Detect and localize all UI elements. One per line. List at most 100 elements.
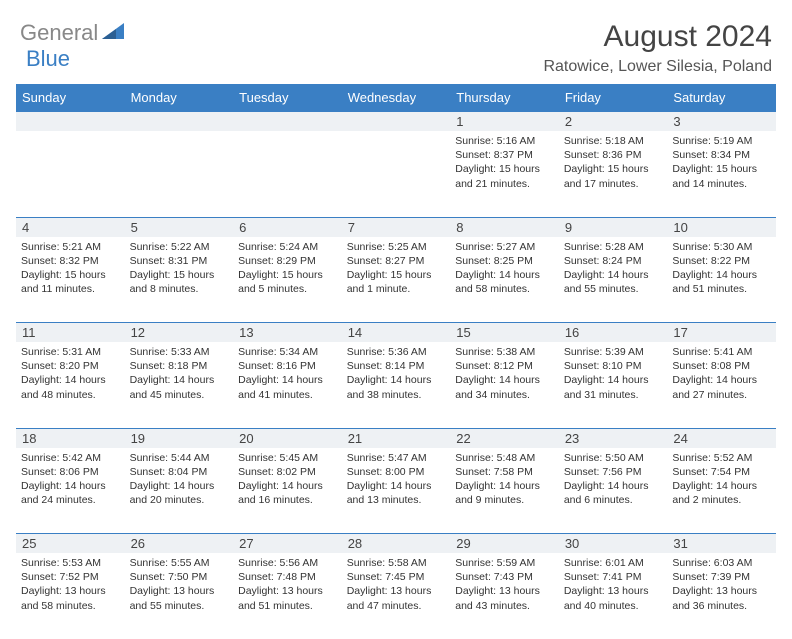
day-cell: Sunrise: 5:34 AMSunset: 8:16 PMDaylight:…: [233, 342, 342, 428]
sunrise-text: Sunrise: 5:22 AM: [130, 240, 229, 254]
daylight-text: Daylight: 13 hours and 43 minutes.: [455, 584, 554, 612]
day-cell: Sunrise: 5:45 AMSunset: 8:02 PMDaylight:…: [233, 448, 342, 534]
daylight-text: Daylight: 14 hours and 31 minutes.: [564, 373, 663, 401]
day-cell: Sunrise: 5:30 AMSunset: 8:22 PMDaylight:…: [667, 237, 776, 323]
day-number: 11: [16, 323, 125, 343]
day-detail: Sunrise: 5:47 AMSunset: 8:00 PMDaylight:…: [347, 451, 446, 508]
day-detail: Sunrise: 5:58 AMSunset: 7:45 PMDaylight:…: [347, 556, 446, 613]
day-number: 27: [233, 534, 342, 554]
day-detail: Sunrise: 5:25 AMSunset: 8:27 PMDaylight:…: [347, 240, 446, 297]
daylight-text: Daylight: 13 hours and 58 minutes.: [21, 584, 120, 612]
sunrise-text: Sunrise: 5:53 AM: [21, 556, 120, 570]
day-number: 20: [233, 428, 342, 448]
sunset-text: Sunset: 8:10 PM: [564, 359, 663, 373]
sunrise-text: Sunrise: 5:59 AM: [455, 556, 554, 570]
sunrise-text: Sunrise: 5:39 AM: [564, 345, 663, 359]
day-cell: Sunrise: 5:36 AMSunset: 8:14 PMDaylight:…: [342, 342, 451, 428]
sunset-text: Sunset: 8:37 PM: [455, 148, 554, 162]
sunset-text: Sunset: 7:50 PM: [130, 570, 229, 584]
sunset-text: Sunset: 8:31 PM: [130, 254, 229, 268]
day-detail: Sunrise: 5:42 AMSunset: 8:06 PMDaylight:…: [21, 451, 120, 508]
day-detail: Sunrise: 5:48 AMSunset: 7:58 PMDaylight:…: [455, 451, 554, 508]
day-number: 15: [450, 323, 559, 343]
day-number: 2: [559, 112, 668, 132]
sunrise-text: Sunrise: 5:33 AM: [130, 345, 229, 359]
daylight-text: Daylight: 13 hours and 40 minutes.: [564, 584, 663, 612]
sunrise-text: Sunrise: 5:58 AM: [347, 556, 446, 570]
daylight-text: Daylight: 15 hours and 8 minutes.: [130, 268, 229, 296]
sunset-text: Sunset: 8:08 PM: [672, 359, 771, 373]
day-detail: Sunrise: 5:18 AMSunset: 8:36 PMDaylight:…: [564, 134, 663, 191]
day-number: 23: [559, 428, 668, 448]
sunset-text: Sunset: 7:39 PM: [672, 570, 771, 584]
day-number: 18: [16, 428, 125, 448]
daylight-text: Daylight: 14 hours and 38 minutes.: [347, 373, 446, 401]
sunset-text: Sunset: 7:48 PM: [238, 570, 337, 584]
sunrise-text: Sunrise: 5:44 AM: [130, 451, 229, 465]
daylight-text: Daylight: 13 hours and 47 minutes.: [347, 584, 446, 612]
logo-text-general: General: [20, 20, 98, 46]
day-detail: Sunrise: 5:31 AMSunset: 8:20 PMDaylight:…: [21, 345, 120, 402]
day-cell: [233, 131, 342, 217]
month-title: August 2024: [543, 20, 772, 54]
day-detail: Sunrise: 5:38 AMSunset: 8:12 PMDaylight:…: [455, 345, 554, 402]
calendar-table: Sunday Monday Tuesday Wednesday Thursday…: [16, 84, 776, 639]
sunset-text: Sunset: 7:52 PM: [21, 570, 120, 584]
day-cell: Sunrise: 6:03 AMSunset: 7:39 PMDaylight:…: [667, 553, 776, 639]
sunrise-text: Sunrise: 5:52 AM: [672, 451, 771, 465]
day-number: 10: [667, 217, 776, 237]
sunrise-text: Sunrise: 5:48 AM: [455, 451, 554, 465]
daylight-text: Daylight: 15 hours and 5 minutes.: [238, 268, 337, 296]
day-number: 8: [450, 217, 559, 237]
day-detail: Sunrise: 6:01 AMSunset: 7:41 PMDaylight:…: [564, 556, 663, 613]
day-cell: Sunrise: 5:56 AMSunset: 7:48 PMDaylight:…: [233, 553, 342, 639]
day-cell: Sunrise: 5:19 AMSunset: 8:34 PMDaylight:…: [667, 131, 776, 217]
day-cell: Sunrise: 5:42 AMSunset: 8:06 PMDaylight:…: [16, 448, 125, 534]
day-number: 17: [667, 323, 776, 343]
sunrise-text: Sunrise: 5:41 AM: [672, 345, 771, 359]
sunrise-text: Sunrise: 5:45 AM: [238, 451, 337, 465]
location-text: Ratowice, Lower Silesia, Poland: [543, 58, 772, 76]
day-number: 7: [342, 217, 451, 237]
day-number: 14: [342, 323, 451, 343]
dayhead-sat: Saturday: [667, 84, 776, 112]
daylight-text: Daylight: 14 hours and 45 minutes.: [130, 373, 229, 401]
sunset-text: Sunset: 7:45 PM: [347, 570, 446, 584]
day-cell: Sunrise: 5:16 AMSunset: 8:37 PMDaylight:…: [450, 131, 559, 217]
sunset-text: Sunset: 7:41 PM: [564, 570, 663, 584]
sunset-text: Sunset: 8:22 PM: [672, 254, 771, 268]
day-detail: Sunrise: 5:44 AMSunset: 8:04 PMDaylight:…: [130, 451, 229, 508]
logo-triangle-icon: [102, 23, 124, 44]
day-header-row: Sunday Monday Tuesday Wednesday Thursday…: [16, 84, 776, 112]
header: General August 2024 Ratowice, Lower Sile…: [0, 0, 792, 84]
day-cell: Sunrise: 5:39 AMSunset: 8:10 PMDaylight:…: [559, 342, 668, 428]
daylight-text: Daylight: 13 hours and 51 minutes.: [238, 584, 337, 612]
day-cell: Sunrise: 6:01 AMSunset: 7:41 PMDaylight:…: [559, 553, 668, 639]
sunset-text: Sunset: 8:29 PM: [238, 254, 337, 268]
day-cell: Sunrise: 5:33 AMSunset: 8:18 PMDaylight:…: [125, 342, 234, 428]
day-detail: Sunrise: 5:16 AMSunset: 8:37 PMDaylight:…: [455, 134, 554, 191]
sunrise-text: Sunrise: 5:47 AM: [347, 451, 446, 465]
day-detail: Sunrise: 5:39 AMSunset: 8:10 PMDaylight:…: [564, 345, 663, 402]
sunset-text: Sunset: 7:54 PM: [672, 465, 771, 479]
day-cell: Sunrise: 5:58 AMSunset: 7:45 PMDaylight:…: [342, 553, 451, 639]
day-cell: Sunrise: 5:44 AMSunset: 8:04 PMDaylight:…: [125, 448, 234, 534]
title-block: August 2024 Ratowice, Lower Silesia, Pol…: [543, 20, 772, 76]
dayhead-sun: Sunday: [16, 84, 125, 112]
day-number: 4: [16, 217, 125, 237]
day-detail: Sunrise: 5:28 AMSunset: 8:24 PMDaylight:…: [564, 240, 663, 297]
day-number: 31: [667, 534, 776, 554]
daynum-row: 18192021222324: [16, 428, 776, 448]
day-cell: Sunrise: 5:22 AMSunset: 8:31 PMDaylight:…: [125, 237, 234, 323]
dayhead-tue: Tuesday: [233, 84, 342, 112]
day-cell: Sunrise: 5:38 AMSunset: 8:12 PMDaylight:…: [450, 342, 559, 428]
sunset-text: Sunset: 7:58 PM: [455, 465, 554, 479]
day-cell: Sunrise: 5:24 AMSunset: 8:29 PMDaylight:…: [233, 237, 342, 323]
day-number: [125, 112, 234, 132]
day-detail: Sunrise: 5:55 AMSunset: 7:50 PMDaylight:…: [130, 556, 229, 613]
sunset-text: Sunset: 8:27 PM: [347, 254, 446, 268]
dayhead-thu: Thursday: [450, 84, 559, 112]
daylight-text: Daylight: 14 hours and 41 minutes.: [238, 373, 337, 401]
daylight-text: Daylight: 14 hours and 13 minutes.: [347, 479, 446, 507]
logo-text-blue: Blue: [26, 46, 70, 72]
